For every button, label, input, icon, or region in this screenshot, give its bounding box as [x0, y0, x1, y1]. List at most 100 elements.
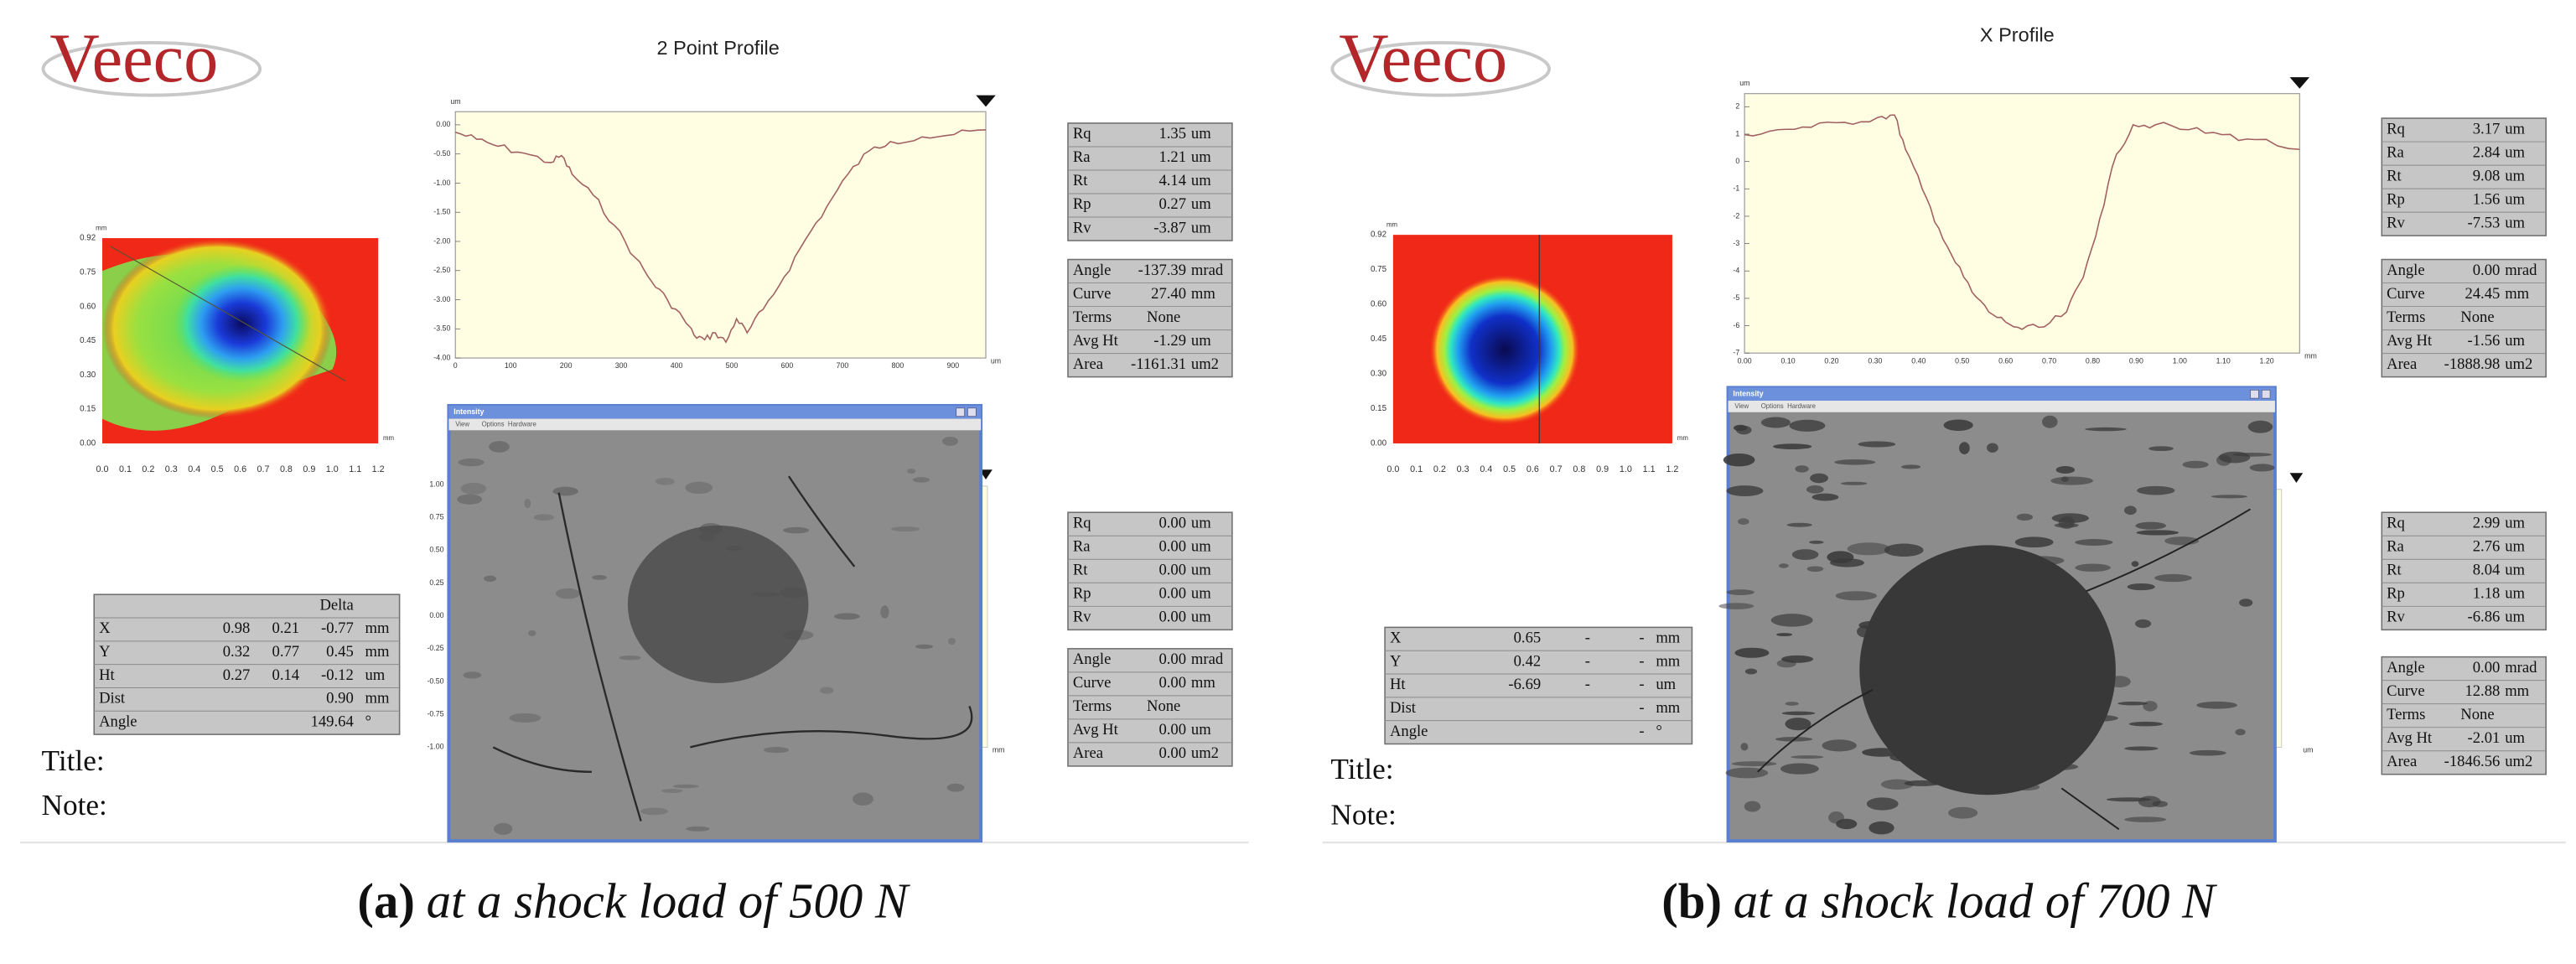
map-x-tick-label: 0.6: [1526, 464, 1539, 474]
menu-item[interactable]: Hardware: [1787, 402, 1816, 410]
cursor-value: -: [1639, 652, 1644, 670]
cursor-unit: °: [365, 713, 371, 730]
stats-value: -6.86: [2468, 609, 2501, 626]
map-y-tick-label: 0.15: [80, 405, 96, 414]
surface-texture: [1806, 566, 1824, 573]
profile-x-tick-label: 0: [454, 361, 458, 370]
stats-label: Curve: [1073, 674, 1111, 692]
surface-texture: [820, 687, 834, 694]
height-map-pit: [1428, 274, 1581, 426]
stats-value: 4.14: [1158, 172, 1186, 189]
menu-item[interactable]: Hardware: [508, 420, 536, 428]
menu-item[interactable]: View: [1734, 402, 1749, 410]
surface-texture: [2075, 539, 2113, 546]
stats-value: 0.00: [1158, 721, 1186, 739]
cursor-value: 0.90: [326, 690, 354, 707]
surface-texture: [2189, 749, 2226, 756]
surface-texture: [783, 526, 810, 534]
stats-table: [2381, 117, 2547, 236]
stats-label: Ra: [1073, 538, 1091, 556]
surface-texture: [1776, 633, 1793, 637]
map-y-unit: mm: [1386, 220, 1397, 228]
stats-unit: um: [1191, 585, 1211, 603]
cursor-unit: um: [365, 666, 385, 684]
window-min-button[interactable]: [2250, 389, 2259, 399]
surface-texture: [1779, 563, 1789, 568]
profile-x-unit: um: [991, 356, 1001, 365]
profile-x-tick-label: 0.20: [1824, 356, 1838, 365]
cursor-value: 0.32: [223, 643, 251, 661]
surface-texture: [1772, 443, 1812, 450]
surface-texture: [1880, 779, 1915, 790]
surface-texture: [2211, 495, 2248, 499]
surface-texture: [912, 477, 930, 483]
map-x-tick-label: 0.1: [1410, 464, 1423, 474]
stats-value: 0.00: [1158, 744, 1186, 762]
stats-unit: um: [1191, 721, 1211, 739]
profile-x-tick-label: 300: [615, 361, 628, 370]
profile-x-tick-label: 200: [560, 361, 573, 370]
surface-texture: [2055, 466, 2076, 474]
profile-y-tick-label: 0: [1735, 157, 1739, 165]
profile-y-tick-label: -4: [1733, 267, 1739, 275]
stats-value: None: [2460, 706, 2494, 723]
stats-value: None: [2460, 308, 2494, 326]
profile-y-tick-label: -2: [1733, 211, 1739, 220]
stats-value: -3.87: [1153, 219, 1186, 236]
surface-texture: [2075, 563, 2111, 572]
surface-texture: [457, 494, 483, 505]
stats-label: Ra: [2387, 538, 2404, 556]
surface-texture: [1847, 542, 1890, 556]
stats-label: Ra: [1073, 148, 1091, 166]
stats-label: Angle: [2387, 659, 2424, 676]
menu-item[interactable]: Options: [1761, 402, 1784, 410]
surface-texture: [1858, 441, 1896, 448]
map-x-tick-label: 0.0: [1386, 464, 1399, 474]
window-min-button[interactable]: [956, 407, 965, 417]
surface-texture: [552, 486, 578, 496]
surface-texture: [1736, 425, 1752, 435]
window-close-button[interactable]: [2261, 389, 2271, 399]
profile-curve: [454, 129, 987, 344]
stats-label: Terms: [1073, 308, 1112, 326]
second-profile-y-tick-label: 0.75: [429, 512, 443, 521]
surface-texture: [946, 783, 965, 792]
stats-unit: um: [1191, 195, 1211, 213]
window-menu-bar: [448, 418, 982, 431]
cursor-unit: mm: [1656, 699, 1680, 717]
surface-texture: [907, 468, 916, 474]
surface-texture: [2127, 583, 2155, 591]
surface-texture: [555, 588, 581, 599]
surface-texture: [1744, 801, 1761, 812]
profile-x-tick-label: 0.90: [2129, 356, 2143, 365]
surface-texture: [1785, 702, 1799, 706]
menu-item[interactable]: Options: [482, 420, 505, 428]
surface-texture: [941, 436, 959, 446]
stats-value: -1.56: [2468, 332, 2501, 350]
cursor-value: -: [1585, 652, 1590, 670]
logo: Veeco: [49, 20, 218, 96]
surface-texture: [2016, 513, 2034, 521]
stats-value: -137.39: [1138, 262, 1186, 279]
window-close-button[interactable]: [967, 407, 977, 417]
map-x-tick-label: 0.4: [188, 464, 200, 474]
map-x-tick-label: 1.2: [372, 464, 385, 474]
menu-item[interactable]: View: [455, 420, 469, 428]
surface-texture: [1791, 755, 1824, 759]
cursor-value: 0.42: [1514, 652, 1542, 670]
window-title-bar: [1728, 387, 2275, 402]
surface-texture: [1827, 551, 1854, 563]
window-title: Intensity: [1733, 390, 1763, 398]
surface-texture: [1959, 442, 1970, 454]
profile-y-tick-label: -2.50: [433, 266, 450, 274]
stats-unit: mm: [1191, 674, 1215, 692]
surface-texture: [484, 575, 497, 583]
stats-label: Avg Ht: [1073, 332, 1119, 350]
window-title: Intensity: [454, 407, 484, 416]
cursor-label: Angle: [99, 713, 137, 730]
surface-texture: [1834, 459, 1876, 465]
cursor-unit: mm: [365, 690, 389, 707]
profile-y-tick-label: 0.00: [436, 120, 450, 128]
surface-texture: [2124, 746, 2159, 751]
